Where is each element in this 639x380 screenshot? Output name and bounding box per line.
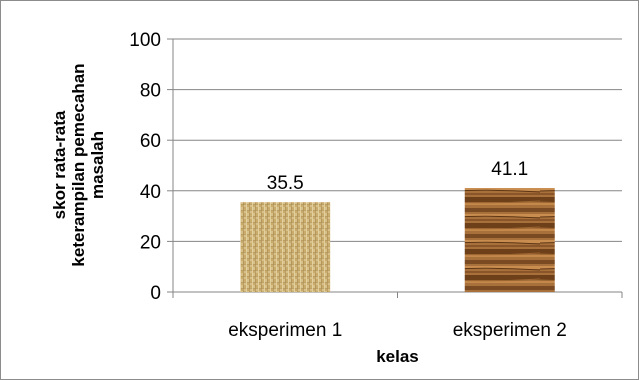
y-axis-title-line: keterampilan pemecahan [69, 63, 88, 266]
y-axis-ticks: 0 20 40 60 80 100 [129, 30, 173, 304]
bar-1 [240, 202, 331, 292]
y-tick-label: 40 [140, 182, 161, 203]
data-labels: 35.5 41.1 [267, 159, 528, 194]
y-tick-label: 0 [150, 283, 161, 304]
x-axis-title: kelas [376, 347, 419, 366]
y-axis-title: skor rata-rataketerampilan pemecahanmasa… [50, 63, 107, 266]
y-axis-title-line: skor rata-rata [50, 110, 69, 219]
bar-2 [464, 188, 555, 292]
x-axis-ticks: eksperimen 1 eksperimen 2 [172, 292, 623, 341]
data-label: 35.5 [267, 173, 304, 194]
y-tick-label: 80 [140, 81, 161, 102]
x-tick-label: eksperimen 2 [453, 320, 567, 341]
y-tick-label: 100 [129, 30, 161, 51]
bars [240, 188, 555, 292]
x-tick-label: eksperimen 1 [228, 320, 342, 341]
y-tick-label: 20 [140, 232, 161, 253]
data-label: 41.1 [491, 159, 528, 180]
y-tick-label: 60 [140, 131, 161, 152]
y-axis-title-line: masalah [88, 131, 107, 199]
